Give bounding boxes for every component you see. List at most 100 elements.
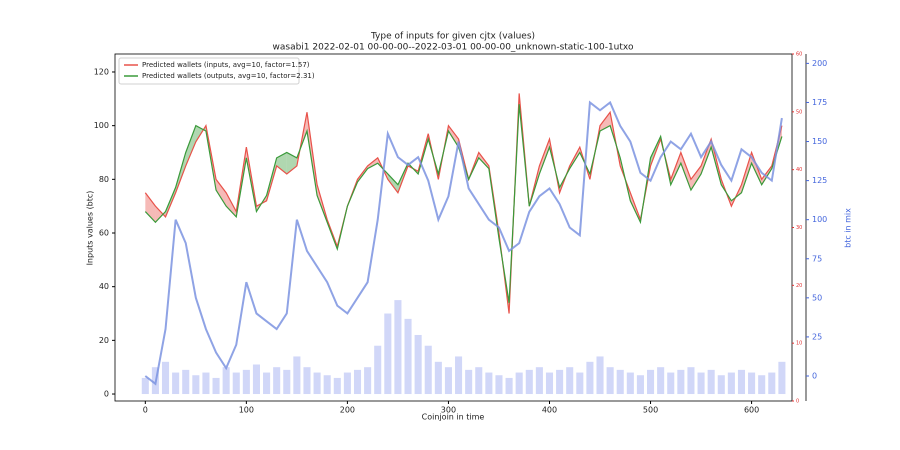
bar: [273, 367, 281, 395]
fill-between: [155, 206, 166, 223]
bar: [192, 375, 200, 395]
bar: [778, 361, 786, 395]
chart-subtitle: wasabi1 2022-02-01 00-00-00--2022-03-01 …: [273, 43, 634, 53]
bar: [636, 375, 644, 395]
bar: [212, 377, 220, 395]
y-tick-label: 60: [99, 229, 109, 238]
x-tick-label: 200: [340, 406, 355, 415]
y2-tick-label: 175: [812, 98, 827, 107]
x-tick-label: 500: [643, 406, 658, 415]
y-tick-label: 100: [94, 121, 109, 130]
bar: [525, 369, 533, 395]
y3-tick-label: 60: [796, 52, 802, 58]
legend-box: [118, 57, 300, 85]
bar: [172, 372, 180, 395]
fill-between: [216, 179, 227, 207]
bar: [343, 372, 351, 395]
bar: [465, 369, 473, 395]
bar: [263, 372, 271, 395]
bar: [303, 367, 311, 395]
bar: [556, 369, 564, 395]
bar: [374, 345, 382, 395]
line: [144, 104, 783, 303]
x-tick-label: 400: [542, 406, 557, 415]
bar: [434, 361, 442, 395]
bar: [748, 372, 756, 395]
plot-frame: [114, 53, 793, 402]
bar: [505, 377, 513, 395]
y2-tick-label: 150: [812, 137, 827, 146]
line: [144, 100, 783, 386]
y2-tick-label: 0: [812, 371, 817, 380]
bar: [576, 372, 584, 395]
y3-tick-label: 10: [796, 341, 802, 347]
y-tick-label: 20: [99, 336, 109, 345]
bar: [596, 356, 604, 395]
bar: [657, 367, 665, 395]
chart-title: Type of inputs for given cjtx (values): [370, 32, 535, 42]
y-tick-label: 40: [99, 282, 109, 291]
x-axis-label: Coinjoin in time: [422, 413, 485, 422]
bar: [626, 372, 634, 395]
bar: [313, 372, 321, 395]
bar: [353, 369, 362, 395]
bar: [515, 372, 523, 395]
fill-between: [701, 139, 712, 174]
bar: [161, 361, 170, 395]
fill-between: [286, 152, 297, 174]
bar: [323, 375, 331, 395]
bar: [394, 300, 402, 395]
bar: [455, 356, 463, 395]
bar: [293, 356, 301, 395]
x-tick-label: 300: [441, 406, 456, 415]
x-tick-label: 100: [239, 406, 254, 415]
bar: [697, 372, 705, 395]
bar: [687, 367, 695, 395]
bar: [475, 367, 483, 395]
bar: [182, 369, 190, 395]
legend-label: Predicted wallets (inputs, avg=10, facto…: [142, 61, 310, 69]
bar: [727, 372, 735, 395]
fill-between: [226, 192, 237, 217]
bar: [222, 367, 230, 395]
bar: [677, 369, 685, 395]
bar: [606, 367, 614, 395]
y2-axis-label: btc in mix: [844, 208, 853, 248]
bar: [707, 369, 715, 395]
line: [144, 93, 783, 314]
bar: [424, 345, 432, 395]
y-tick-label: 120: [94, 67, 109, 76]
legend-label: Predicted wallets (outputs, avg=10, fact…: [142, 72, 315, 80]
bar: [384, 313, 392, 395]
bar: [717, 375, 725, 395]
bar: [647, 369, 655, 395]
bar: [404, 318, 412, 395]
y3-tick-label: 50: [796, 109, 802, 115]
y2-tick-label: 25: [812, 332, 822, 341]
y-tick-label: 0: [104, 390, 109, 399]
fill-between: [690, 165, 702, 191]
y3-tick-label: 40: [796, 167, 802, 173]
bar: [333, 377, 341, 395]
bar: [535, 367, 543, 395]
fill-between: [448, 125, 459, 148]
fill-between: [145, 192, 156, 223]
y3-tick-label: 0: [796, 399, 799, 405]
y2-tick-label: 125: [812, 176, 827, 185]
y2-tick-label: 75: [812, 254, 822, 263]
fill-between: [185, 125, 196, 166]
bar: [141, 377, 149, 395]
y2-tick-label: 200: [812, 59, 827, 68]
bar: [758, 375, 766, 395]
x-tick-label: 600: [744, 406, 759, 415]
fill-between: [680, 152, 691, 191]
bar: [495, 375, 503, 395]
bar: [242, 369, 250, 395]
bar: [566, 367, 574, 395]
bar: [485, 372, 493, 395]
bar: [414, 334, 422, 395]
fill-between: [387, 173, 398, 193]
x-tick-label: 0: [143, 406, 148, 415]
y2-tick-label: 100: [812, 215, 827, 224]
